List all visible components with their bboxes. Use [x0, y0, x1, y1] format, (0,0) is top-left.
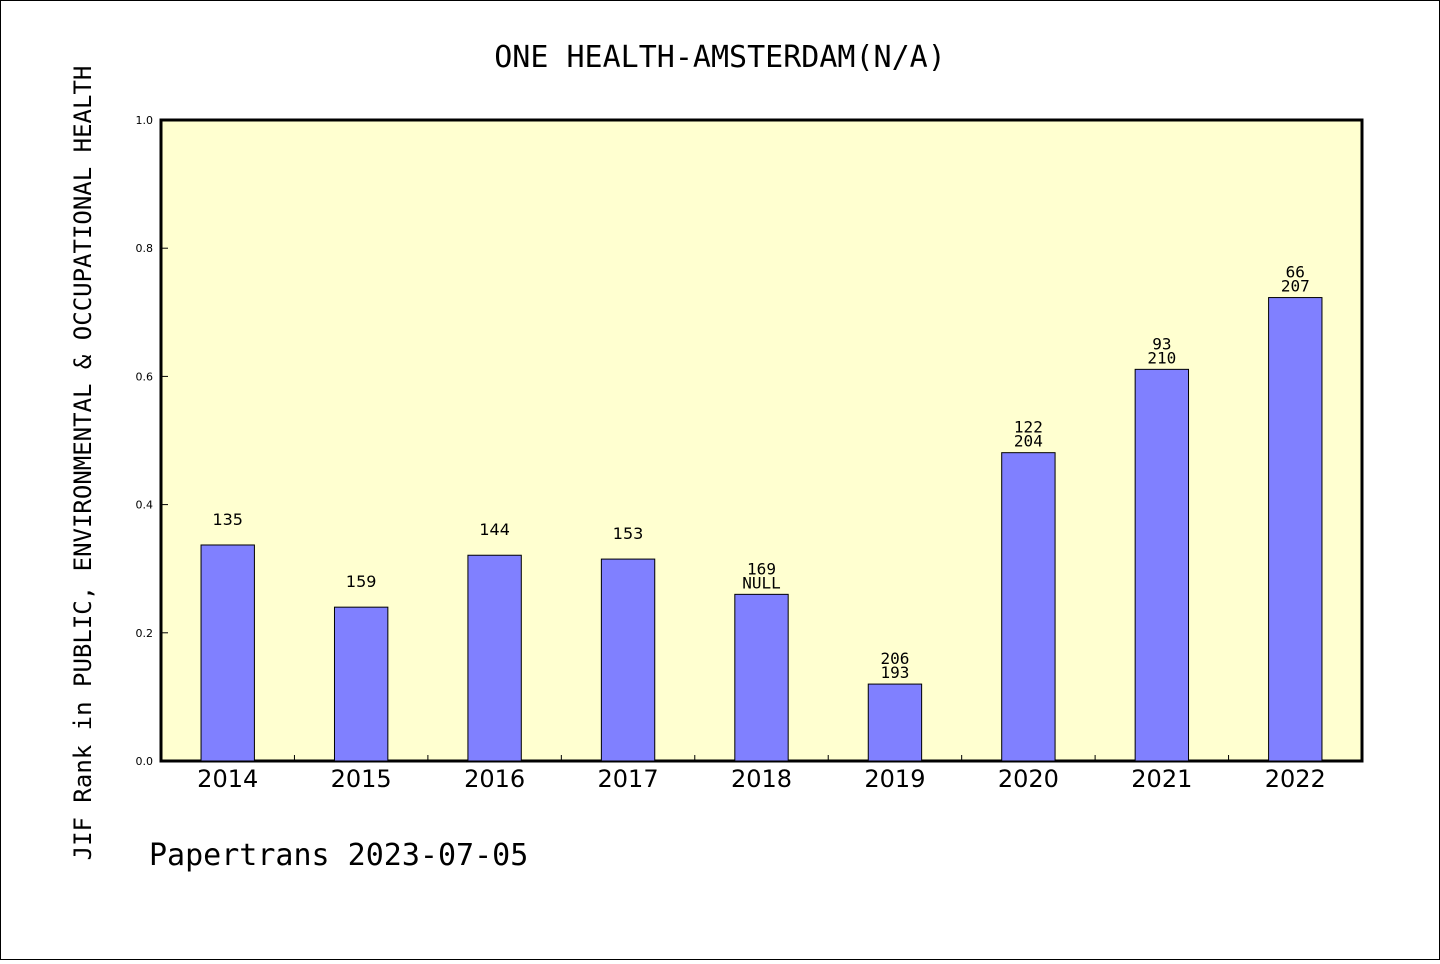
bar-label-top: 66 [1286, 263, 1305, 282]
x-tick-label: 2021 [1131, 765, 1192, 793]
y-tick-label: 1.0 [136, 114, 154, 127]
y-tick-label: 0.4 [136, 499, 154, 512]
bar [1134, 368, 1190, 762]
bar-label-bottom: 207 [1281, 277, 1310, 296]
y-axis-ticks: 0.0 0.2 0.4 0.6 0.8 1.0 [136, 114, 168, 768]
x-tick-label: 2020 [998, 765, 1059, 793]
x-tick-label: 2014 [197, 765, 258, 793]
bar-label-top: 206 [880, 649, 909, 668]
x-tick-label: 2018 [731, 765, 792, 793]
bar [467, 554, 522, 762]
bar [867, 683, 923, 762]
y-tick-label: 0.6 [136, 370, 154, 383]
bar-label-top: 159 [346, 572, 377, 591]
bar [333, 606, 389, 762]
y-tick-label: 0.0 [136, 755, 154, 768]
x-tick-label: 2019 [864, 765, 925, 793]
bar [600, 558, 656, 762]
y-tick-label: 0.2 [136, 627, 154, 640]
bar-label-top: 169 [747, 559, 776, 578]
bar-label-top: 122 [1014, 418, 1043, 437]
bar-label-bottom: 210 [1147, 348, 1176, 367]
y-tick-label: 0.8 [136, 242, 154, 255]
bar [1001, 452, 1056, 762]
x-tick-label: 2016 [464, 765, 525, 793]
bar-label-top: 153 [613, 524, 644, 543]
footer-credit: Papertrans 2023-07-05 [149, 838, 528, 873]
bar [734, 593, 789, 762]
x-tick-label: 2017 [598, 765, 659, 793]
chart-title: ONE HEALTH-AMSTERDAM(N/A) [494, 40, 946, 75]
bar [1268, 297, 1323, 762]
bar [200, 544, 255, 762]
x-tick-label: 2022 [1265, 765, 1326, 793]
bar-label-top: 144 [479, 520, 510, 539]
x-tick-label: 2015 [331, 765, 392, 793]
y-axis-label: JIF Rank in PUBLIC, ENVIRONMENTAL & OCCU… [69, 66, 97, 861]
bar-label-top: 93 [1152, 334, 1171, 353]
bar-label-bottom: NULL [742, 573, 781, 592]
bar-label-top: 135 [212, 510, 243, 529]
bar-label-bottom: 204 [1014, 432, 1043, 451]
bar-label-bottom: 193 [880, 663, 909, 682]
x-axis-ticks: 2014 2015 2016 2017 2018 2019 2020 2021 2022 [197, 755, 1326, 793]
